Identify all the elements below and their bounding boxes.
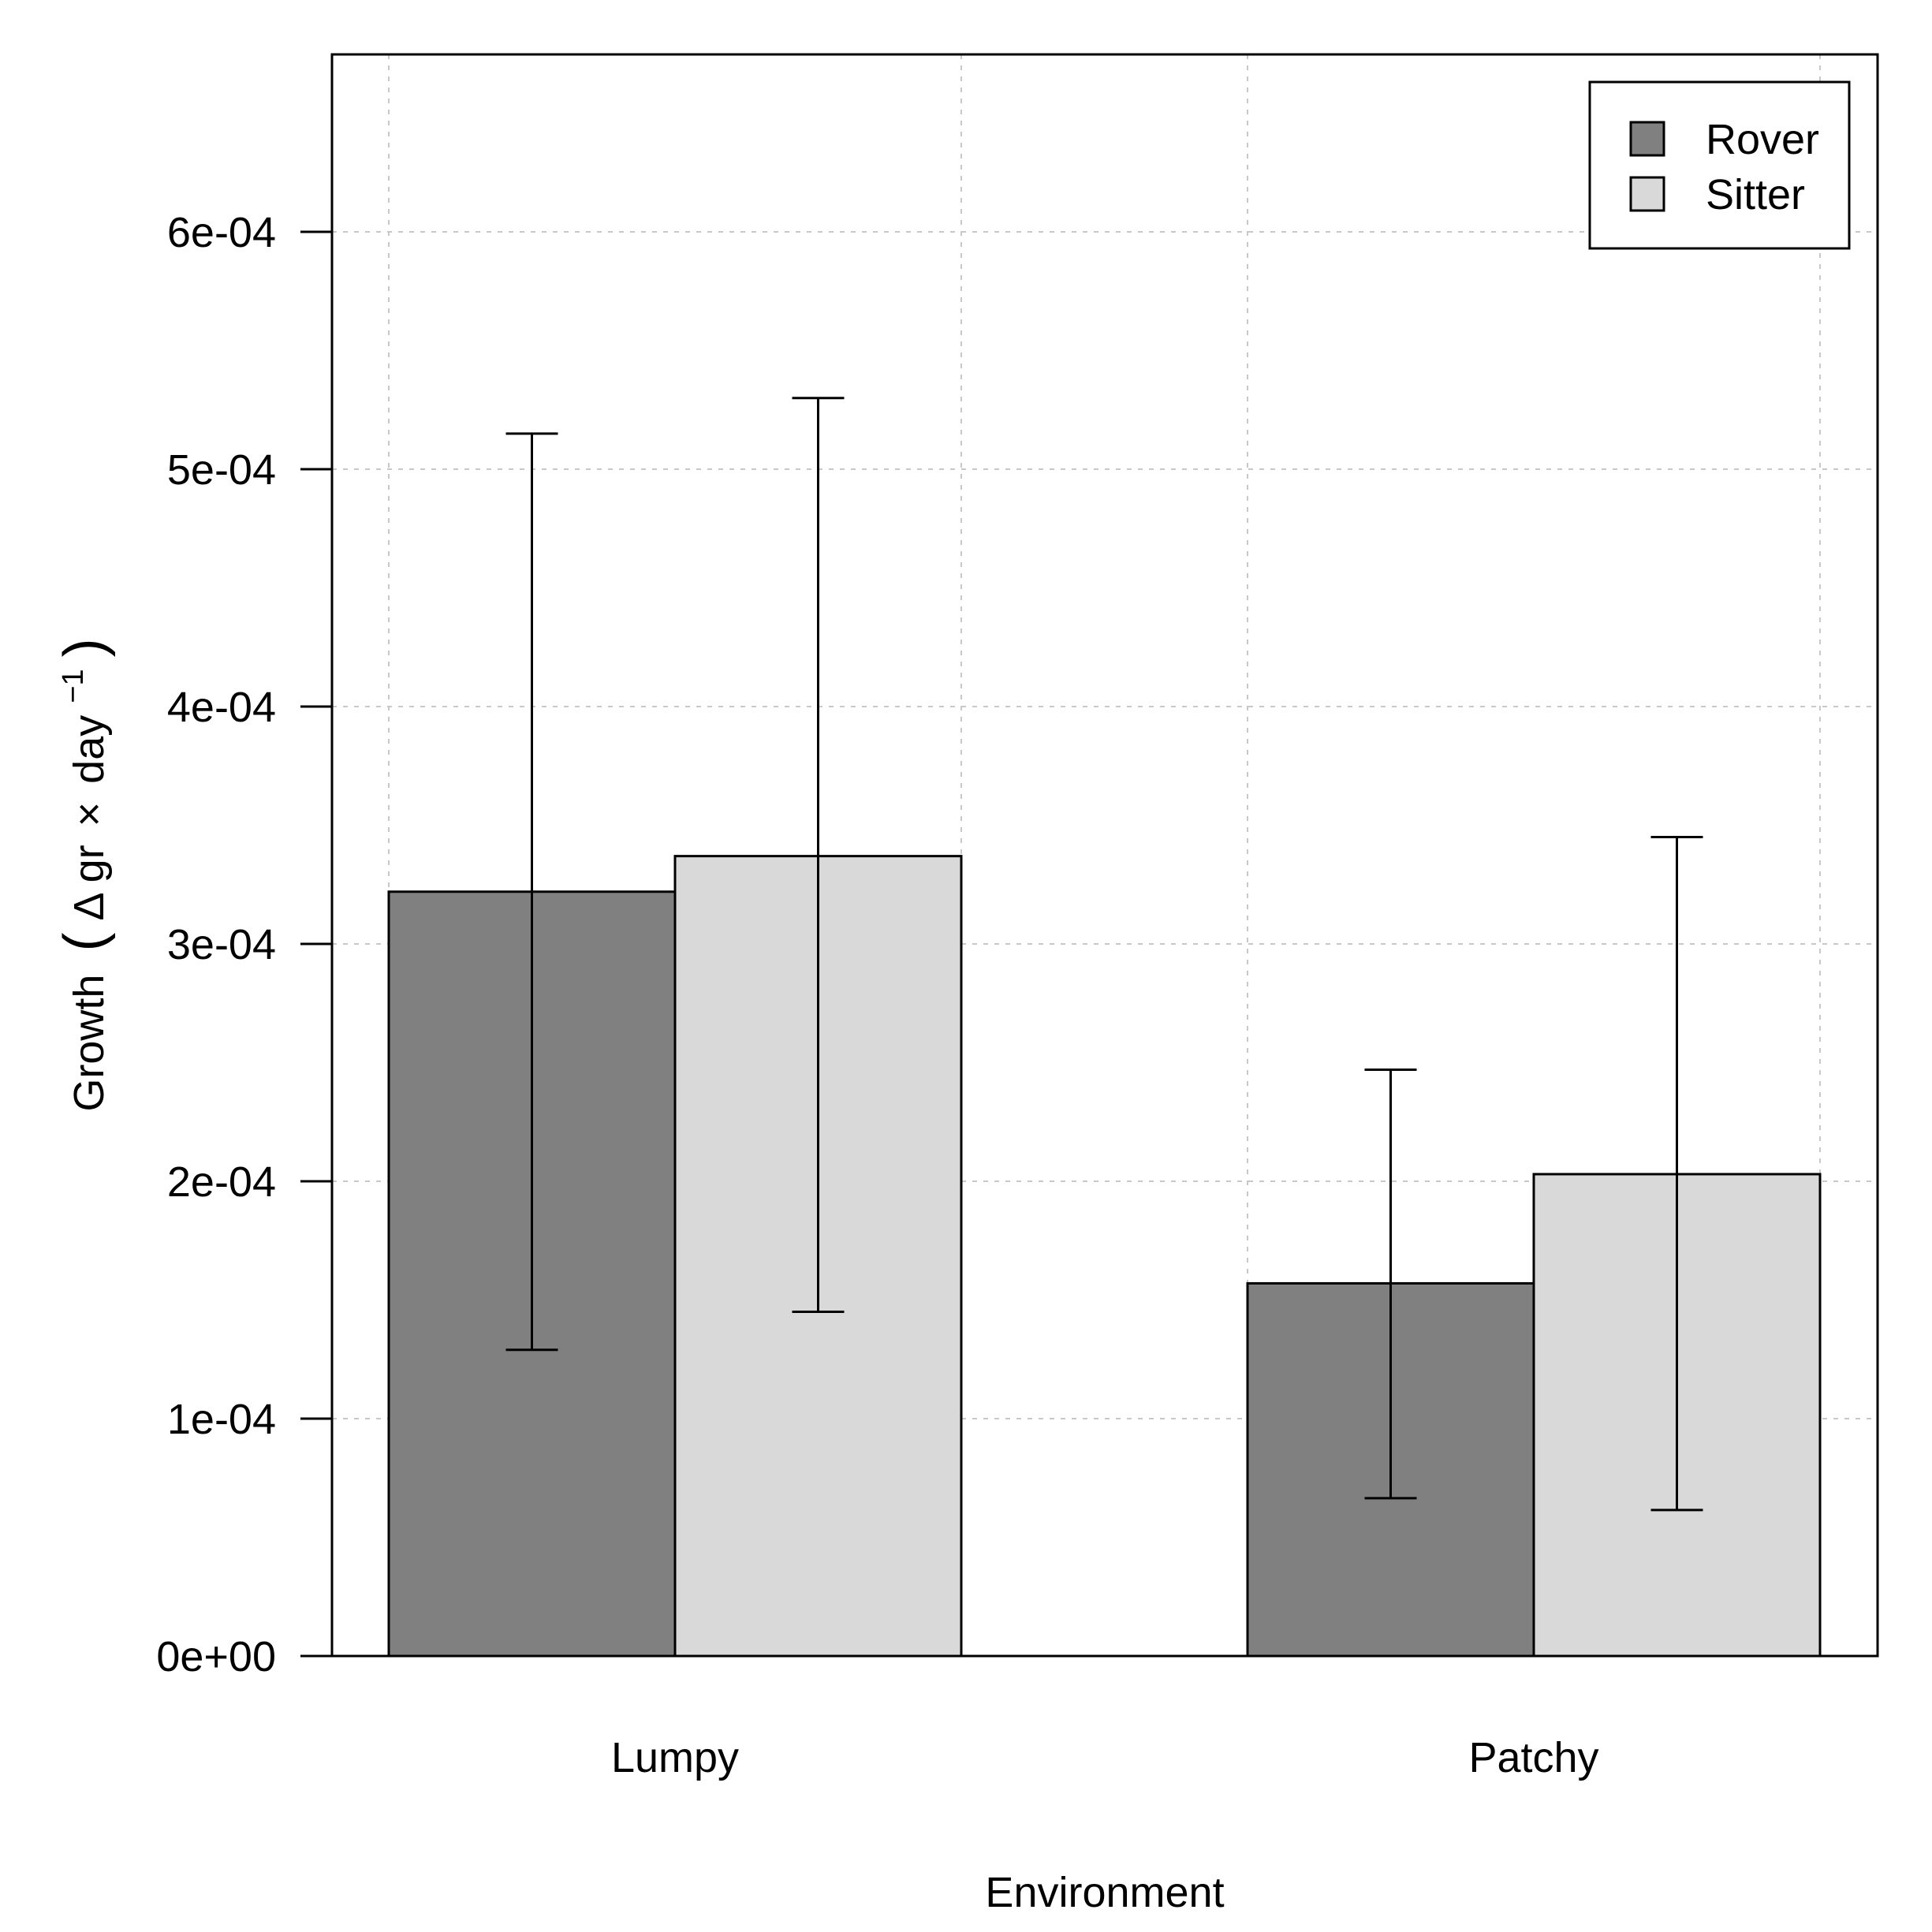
y-tick-label: 6e-04 <box>167 209 276 256</box>
y-axis-title-delta: Δ <box>65 893 113 921</box>
y-axis-title-close-paren: ) <box>53 638 116 657</box>
y-axis-title: Growth ( Δ gr × day −1 ) <box>45 638 116 1111</box>
y-tick-label: 1e-04 <box>167 1396 276 1443</box>
y-axis-title-open-paren: ( <box>53 933 116 952</box>
bars <box>387 855 1822 1658</box>
legend-label-rover: Rover <box>1706 116 1819 163</box>
y-axis-title-times: × <box>65 802 113 827</box>
legend-swatch-rover <box>1629 121 1665 157</box>
y-axis: 0e+00 1e-04 2e-04 3e-04 4e-04 5e-04 6e-04 <box>156 209 332 1680</box>
x-category-label: Lumpy <box>611 1734 739 1781</box>
y-tick-label: 3e-04 <box>167 921 276 968</box>
legend: Rover Sitter <box>1588 80 1851 250</box>
legend-swatch-sitter <box>1629 176 1665 212</box>
y-axis-title-main: Growth <box>65 975 113 1112</box>
y-tick-label: 4e-04 <box>167 684 276 731</box>
error-bars <box>505 397 1703 1512</box>
y-axis-title-unit-b: day <box>65 715 113 784</box>
y-axis-title-unit-a: gr <box>65 845 113 882</box>
plot-frame <box>330 53 1879 1658</box>
y-tick-label: 0e+00 <box>156 1633 276 1680</box>
svg-text:Growth ( Δ g: Growth ( Δ gr × day −1 ) <box>45 638 116 1111</box>
legend-label-sitter: Sitter <box>1706 171 1805 218</box>
legend-box <box>1588 80 1851 250</box>
x-axis: Lumpy Patchy <box>611 1734 1599 1781</box>
y-tick-label: 2e-04 <box>167 1158 276 1206</box>
x-axis-title: Environment <box>985 1869 1224 1916</box>
y-axis-title-exponent: −1 <box>57 669 90 703</box>
y-tick-label: 5e-04 <box>167 446 276 494</box>
x-category-label: Patchy <box>1468 1734 1598 1781</box>
